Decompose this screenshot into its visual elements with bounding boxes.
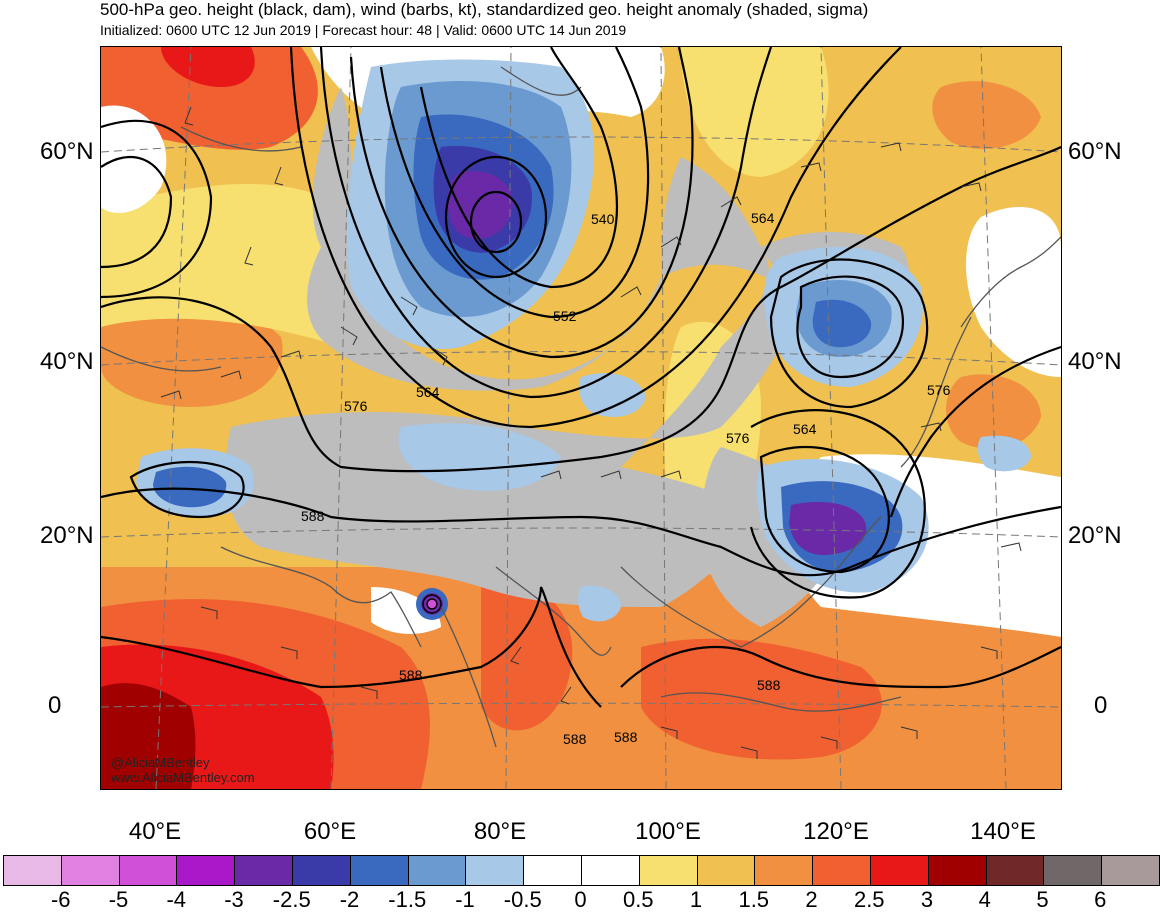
- lat-label-right: 20°N: [1068, 522, 1122, 549]
- colorbar-label: -5: [108, 887, 129, 912]
- colorbar-swatch: [119, 856, 178, 885]
- colorbar-swatch: [1102, 856, 1159, 885]
- colorbar-label: 6: [1094, 887, 1107, 912]
- credit-website: www.AliciaMBentley.com: [111, 770, 255, 785]
- colorbar-swatch: [350, 856, 409, 885]
- colorbar-swatch: [292, 856, 351, 885]
- lat-label-left: 40°N: [40, 348, 94, 375]
- colorbar-swatch: [1044, 856, 1103, 885]
- contour-label: 588: [614, 729, 638, 745]
- colorbar-label: -0.5: [503, 887, 542, 912]
- colorbar-swatch: [755, 856, 814, 885]
- lat-label-left: 0: [48, 692, 62, 719]
- contour-label: 540: [591, 211, 615, 227]
- contour-label: 576: [344, 398, 368, 414]
- colorbar-label: -4: [166, 887, 187, 912]
- colorbar-label: 5: [1036, 887, 1049, 912]
- contour-label: 588: [757, 677, 781, 693]
- contour-label: 552: [553, 308, 577, 324]
- credit-handle: @AliciaMBentley: [111, 755, 210, 770]
- contour-label: 588: [563, 731, 587, 747]
- colorbar-label: 3: [920, 887, 934, 912]
- contour-label: 564: [793, 421, 817, 437]
- colorbar-swatch: [639, 856, 698, 885]
- colorbar-label: -3: [224, 887, 244, 912]
- map-subtitle: Initialized: 0600 UTC 12 Jun 2019 | Fore…: [100, 22, 627, 38]
- lon-label: 40°E: [128, 818, 182, 845]
- contour-label: 588: [301, 508, 325, 524]
- colorbar-label: 0: [574, 887, 587, 912]
- colorbar-swatch: [466, 856, 525, 885]
- contour-label: 564: [751, 210, 775, 226]
- map-title: 500-hPa geo. height (black, dam), wind (…: [100, 0, 869, 19]
- colorbar-label: -1: [455, 887, 475, 912]
- colorbar-label: -2: [339, 887, 360, 912]
- colorbar-swatch: [524, 856, 582, 885]
- lon-label: 80°E: [473, 818, 527, 845]
- lon-label: 140°E: [970, 818, 1036, 845]
- wind-barbs: [160, 106, 1022, 759]
- map-panel: 540 552 564 576 588 564 576 564 576 588 …: [100, 46, 1062, 790]
- colorbar-swatch: [4, 856, 62, 885]
- lon-label: 120°E: [803, 818, 869, 845]
- lat-label-right: 40°N: [1068, 348, 1122, 375]
- contour-label: 576: [726, 430, 750, 446]
- colorbar-swatch: [928, 856, 987, 885]
- map-canvas: 540 552 564 576 588 564 576 564 576 588 …: [101, 47, 1061, 789]
- colorbar-label: -1.5: [388, 887, 427, 912]
- lat-label-right: 60°N: [1068, 138, 1122, 165]
- colorbar-swatch: [177, 856, 236, 885]
- colorbar-swatch: [408, 856, 467, 885]
- colorbar-label: -2.5: [272, 887, 311, 912]
- contour-label: 576: [927, 382, 951, 398]
- lat-label-right: 0: [1094, 692, 1108, 719]
- colorbar-label: -6: [50, 887, 71, 912]
- colorbar-label: 4: [978, 887, 991, 912]
- lon-label: 60°E: [303, 818, 357, 845]
- lon-label: 100°E: [635, 818, 701, 845]
- colorbar-swatch: [697, 856, 756, 885]
- colorbar-swatch: [581, 856, 640, 885]
- colorbar-swatch: [870, 856, 929, 885]
- colorbar-label: 2.5: [853, 887, 885, 912]
- colorbar: [3, 855, 1160, 886]
- colorbar-swatch: [235, 856, 293, 885]
- colorbar-swatch: [986, 856, 1045, 885]
- contour-label: 588: [399, 667, 423, 683]
- colorbar-label: 1: [689, 887, 703, 912]
- colorbar-swatch: [61, 856, 120, 885]
- contour-labels: 540 552 564 576 588 564 576 564 576 588 …: [301, 210, 951, 747]
- lat-label-left: 20°N: [40, 522, 94, 549]
- contour-label: 564: [416, 384, 440, 400]
- colorbar-label: 0.5: [622, 887, 654, 912]
- colorbar-label: 2: [805, 887, 818, 912]
- lat-label-left: 60°N: [40, 138, 94, 165]
- colorbar-label: 1.5: [738, 887, 770, 912]
- colorbar-swatch: [813, 856, 871, 885]
